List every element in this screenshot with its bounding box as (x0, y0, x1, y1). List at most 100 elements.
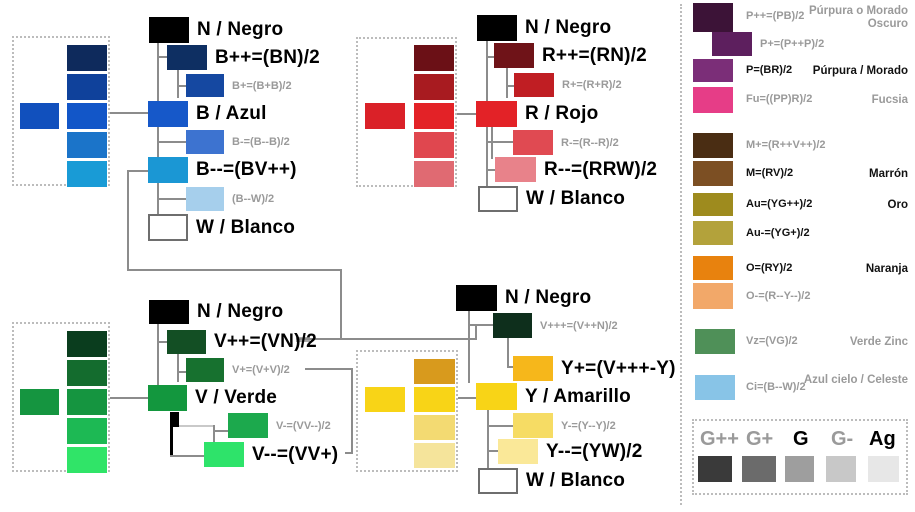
grayscale-box (692, 419, 908, 495)
color-swatch (204, 442, 244, 467)
palette-swatch (414, 359, 455, 384)
color-swatch (513, 356, 553, 381)
node-label: N / Negro (505, 287, 592, 308)
sidebar-swatch (712, 32, 752, 56)
sidebar-name: Marrón (869, 168, 908, 180)
yellow-palette-box (356, 350, 458, 472)
connector (170, 455, 204, 457)
color-swatch (149, 17, 189, 43)
sidebar-swatch (693, 256, 733, 280)
palette-swatch (365, 103, 405, 129)
sidebar-divider (680, 4, 682, 505)
connector (177, 85, 188, 87)
node-b-azul: B / Azul (148, 101, 267, 127)
color-swatch (476, 101, 517, 127)
color-swatch (494, 43, 534, 68)
node-label: W / Blanco (196, 216, 296, 238)
sidebar-formula: Au=(YG++)/2 (746, 198, 813, 210)
node-label: V-=(VV--)/2 (276, 419, 331, 432)
node-r-plus: R+=(R+R)/2 (514, 73, 622, 97)
sidebar-swatch (693, 193, 733, 216)
node-label: B--=(BV++) (196, 159, 297, 180)
grayscale-swatch (868, 456, 899, 482)
connector (486, 40, 488, 102)
grayscale-label: G+ (746, 428, 774, 450)
node-label: B++=(BN)/2 (215, 46, 320, 68)
node-label: V++=(VN)/2 (214, 331, 317, 352)
grayscale-label: G (793, 428, 809, 450)
palette-swatch (67, 418, 107, 444)
connector (213, 425, 215, 442)
connector (177, 70, 179, 98)
sidebar-name: Azul cielo / Celeste (803, 374, 908, 386)
sidebar-name: Oro (887, 199, 908, 211)
node-label: Y--=(YW)/2 (546, 440, 643, 462)
color-swatch (514, 73, 554, 97)
node-negro: N / Negro (149, 17, 283, 43)
node-label: N / Negro (197, 301, 284, 322)
color-swatch (478, 468, 518, 494)
node-label: B+=(B+B)/2 (232, 79, 292, 92)
node-label: Y+=(V+++-Y) (561, 357, 676, 379)
node-v-minus: V-=(VV--)/2 (228, 413, 331, 438)
node-label: V--=(VV+) (252, 443, 339, 465)
palette-swatch (414, 387, 455, 412)
color-swatch (167, 330, 206, 354)
connector (110, 112, 148, 114)
connector (491, 127, 493, 159)
node-negro: N / Negro (477, 15, 611, 41)
sidebar-formula: O-=(R--Y--)/2 (746, 290, 811, 302)
sidebar-formula: M=(RV)/2 (746, 167, 794, 179)
connector (177, 354, 179, 382)
node-b-plus: B+=(B+B)/2 (186, 74, 292, 97)
node-label: (B--W)/2 (232, 193, 275, 205)
grayscale-swatch (742, 456, 776, 482)
connector (157, 141, 186, 143)
palette-swatch (67, 132, 107, 158)
connector (127, 170, 149, 172)
color-swatch (498, 439, 538, 464)
connector (157, 198, 186, 200)
node-label: W / Blanco (526, 470, 626, 491)
connector (487, 450, 498, 452)
connector (173, 412, 179, 427)
grayscale-label: Ag (869, 428, 896, 450)
sidebar-swatch (693, 161, 733, 186)
sidebar-swatch (695, 375, 735, 400)
palette-swatch (20, 103, 59, 129)
connector (157, 56, 169, 58)
sidebar-formula: Au-=(YG+)/2 (746, 227, 810, 239)
node-b-minus2: B--=(BV++) (148, 157, 297, 183)
node-v-plus3: V+++=(V++N)/2 (493, 313, 618, 338)
sidebar-formula: P++=(PB)/2 (746, 10, 805, 22)
color-swatch (186, 130, 224, 154)
sidebar-formula: P=(BR)/2 (746, 64, 793, 76)
color-swatch (477, 15, 517, 41)
color-swatch (186, 358, 224, 382)
connector (486, 169, 495, 171)
connector (345, 452, 353, 454)
sidebar-swatch (695, 329, 735, 354)
node-label: Y / Amarillo (525, 385, 631, 407)
connector (177, 371, 188, 373)
color-swatch (149, 300, 189, 324)
node-b-minus: B-=(B--B)/2 (186, 130, 290, 154)
node-label: R--=(RRW)/2 (544, 158, 658, 180)
node-label: V / Verde (195, 387, 278, 408)
grayscale-swatch (826, 456, 856, 482)
sidebar-formula: P+=(P++P)/2 (760, 38, 825, 50)
color-swatch (493, 313, 532, 338)
color-swatch (148, 157, 188, 183)
sidebar-formula: O=(RY)/2 (746, 262, 793, 274)
color-swatch (476, 383, 517, 410)
node-negro: N / Negro (456, 285, 591, 311)
connector (506, 68, 508, 98)
node-label: Y-=(Y--Y)/2 (561, 419, 616, 432)
connector (486, 56, 496, 58)
palette-swatch (365, 387, 405, 412)
connector (486, 127, 488, 187)
node-v-plus2: V++=(VN)/2 (167, 330, 317, 354)
node-y-amarillo: Y / Amarillo (476, 383, 631, 410)
node-v-plus: V+=(V+V)/2 (186, 358, 290, 382)
